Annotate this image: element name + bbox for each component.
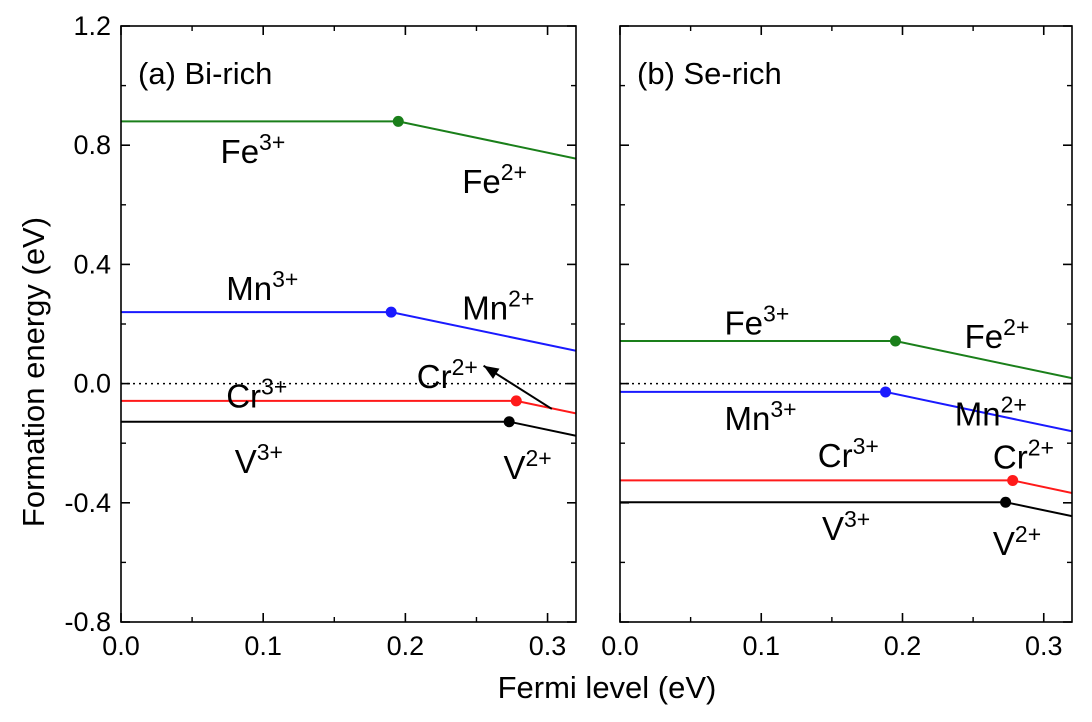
species-label-v-2plus: V2+ [503, 445, 551, 486]
x-tick-label: 0.3 [1025, 631, 1063, 661]
transition-point-fe [392, 115, 404, 127]
arrow-head [483, 365, 500, 379]
species-label-cr-2plus: Cr2+ [993, 435, 1054, 476]
series-line-fe [121, 120, 576, 160]
transition-point-mn [385, 306, 397, 318]
y-tick-label: 1.2 [73, 11, 111, 41]
transition-point-v [1000, 496, 1012, 508]
y-tick-label: 0.4 [73, 249, 111, 279]
series-line-fe [620, 340, 1072, 380]
transition-point-v [503, 416, 515, 428]
species-label-mn-2plus: Mn2+ [955, 391, 1027, 432]
species-label-v-2plus: V2+ [993, 521, 1041, 562]
y-axis-title: Formation energy (eV) [16, 217, 51, 527]
x-tick-label: 0.0 [102, 631, 140, 661]
transition-point-fe [889, 335, 901, 347]
panel-title: (a) Bi-rich [138, 56, 272, 91]
transition-point-cr [1007, 474, 1019, 486]
series-group [620, 340, 1072, 518]
species-label-cr-2plus: Cr2+ [417, 354, 478, 395]
y-tick-label: 0.0 [73, 369, 111, 399]
species-label-mn-3plus: Mn3+ [725, 396, 797, 437]
panel-title: (b) Se-rich [637, 56, 782, 91]
panel-a: 0.0 0.1 0.2 0.3 -0.8 -0.4 0.0 0.4 0.8 1.2 (a) Bi-r… [64, 11, 577, 661]
species-label-cr-3plus: Cr3+ [226, 373, 287, 414]
species-label-cr-3plus: Cr3+ [818, 433, 879, 474]
species-label-mn-3plus: Mn3+ [226, 266, 298, 307]
transition-point-cr [510, 395, 522, 407]
x-tick-label: 0.3 [529, 631, 567, 661]
x-tick-label: 0.2 [884, 631, 922, 661]
y-tick-label: -0.8 [64, 607, 111, 637]
species-label-fe-3plus: Fe3+ [221, 129, 286, 170]
x-axis-title: Fermi level (eV) [498, 670, 717, 705]
y-tick-label: 0.8 [73, 130, 111, 160]
species-label-fe-2plus: Fe2+ [965, 314, 1030, 355]
x-tick-label: 0.1 [244, 631, 282, 661]
species-label-mn-2plus: Mn2+ [462, 286, 534, 327]
species-label-v-3plus: V3+ [822, 506, 870, 547]
x-tick-label: 0.1 [742, 631, 780, 661]
species-label-v-3plus: V3+ [235, 439, 283, 480]
transition-point-mn [880, 386, 892, 398]
x-tick-label: 0.2 [387, 631, 425, 661]
species-label-fe-2plus: Fe2+ [462, 159, 527, 200]
y-tick-label: -0.4 [64, 488, 111, 518]
species-label-fe-3plus: Fe3+ [725, 300, 790, 341]
series-line-cr [620, 479, 1072, 494]
panels-layer: 0.0 0.1 0.2 0.3 -0.8 -0.4 0.0 0.4 0.8 1.2 (a) Bi-r… [64, 11, 1073, 661]
series-line-cr [121, 399, 576, 415]
x-tick-label: 0.0 [601, 631, 639, 661]
